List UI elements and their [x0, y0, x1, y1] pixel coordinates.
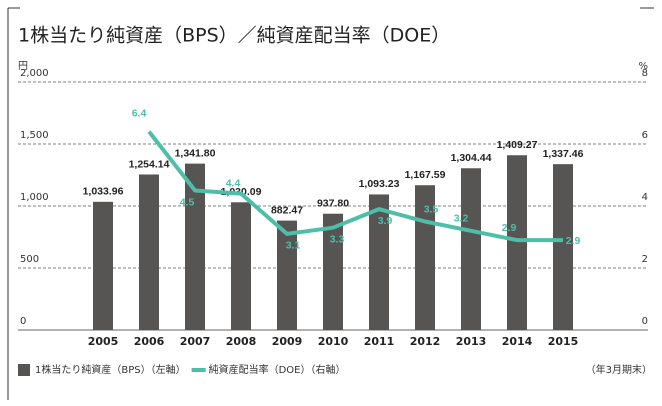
- bar-label: 1,409.27: [497, 139, 538, 151]
- x-tick-label: 2013: [456, 335, 487, 348]
- line-label: 4.5: [180, 196, 195, 208]
- line-label: 3.5: [424, 203, 439, 215]
- x-tick-label: 2008: [226, 335, 257, 348]
- x-tick-label: 2006: [134, 335, 165, 348]
- y-tick-label: 0: [20, 316, 26, 327]
- line-label: 3.3: [330, 233, 345, 245]
- bar-label: 1,341.80: [175, 147, 216, 159]
- x-tick-label: 2010: [318, 335, 349, 348]
- y-unit: 円: [18, 61, 28, 72]
- y-tick-label: 2,000: [20, 68, 49, 79]
- line-label: 6.4: [132, 107, 147, 119]
- bar: [93, 201, 113, 330]
- line-label: 3.1: [286, 240, 301, 252]
- x-tick-label: 2011: [364, 335, 395, 348]
- y-tick-label: 1,500: [20, 130, 49, 141]
- x-tick-label: 2005: [88, 335, 119, 348]
- y2-tick-label: 6: [642, 130, 648, 141]
- y2-tick-label: 0: [642, 316, 648, 327]
- bar-label: 1,304.44: [451, 152, 492, 164]
- note: （年3月期末）: [586, 363, 652, 376]
- line-label: 2.9: [566, 235, 581, 247]
- bar: [507, 155, 527, 330]
- x-tick-label: 2007: [180, 335, 211, 348]
- bar-label: 1,337.46: [543, 148, 584, 160]
- x-tick-label: 2014: [502, 335, 533, 348]
- x-tick-label: 2012: [410, 335, 441, 348]
- bar: [277, 220, 297, 330]
- legend-swatch: [18, 364, 30, 376]
- chart-title: 1株当たり純資産（BPS）／純資産配当率（DOE）: [18, 25, 450, 47]
- y2-tick-label: 4: [642, 192, 648, 203]
- line-label: 3.9: [378, 215, 393, 227]
- x-tick-label: 2015: [548, 335, 579, 348]
- bar-label: 937.80: [317, 197, 349, 209]
- line-label: 2.9: [502, 222, 517, 234]
- legend-label: 純資産配当率（DOE）（右軸）: [209, 363, 346, 376]
- bar: [231, 202, 251, 330]
- y2-unit: %: [638, 61, 648, 72]
- x-tick-label: 2009: [272, 335, 303, 348]
- bar-label: 1,167.59: [405, 169, 446, 181]
- bar-label: 1,254.14: [129, 158, 170, 170]
- line-label: 3.2: [454, 213, 469, 225]
- bar-label: 882.47: [271, 204, 303, 216]
- y2-tick-label: 2: [642, 254, 648, 265]
- y-tick-label: 1,000: [20, 192, 49, 203]
- legend-label: 1株当たり純資産（BPS）（左軸）: [35, 363, 186, 376]
- line: [147, 130, 563, 243]
- bar: [323, 213, 343, 330]
- bar: [553, 164, 573, 330]
- bar: [369, 194, 389, 330]
- bar-label: 1,033.96: [83, 186, 124, 198]
- y-tick-label: 500: [20, 254, 39, 265]
- line-label: 4.4: [226, 177, 241, 189]
- bar: [461, 168, 481, 330]
- bar: [139, 174, 159, 330]
- y2-tick-label: 8: [642, 68, 648, 79]
- bar-label: 1,093.23: [359, 178, 400, 190]
- bar: [185, 163, 205, 330]
